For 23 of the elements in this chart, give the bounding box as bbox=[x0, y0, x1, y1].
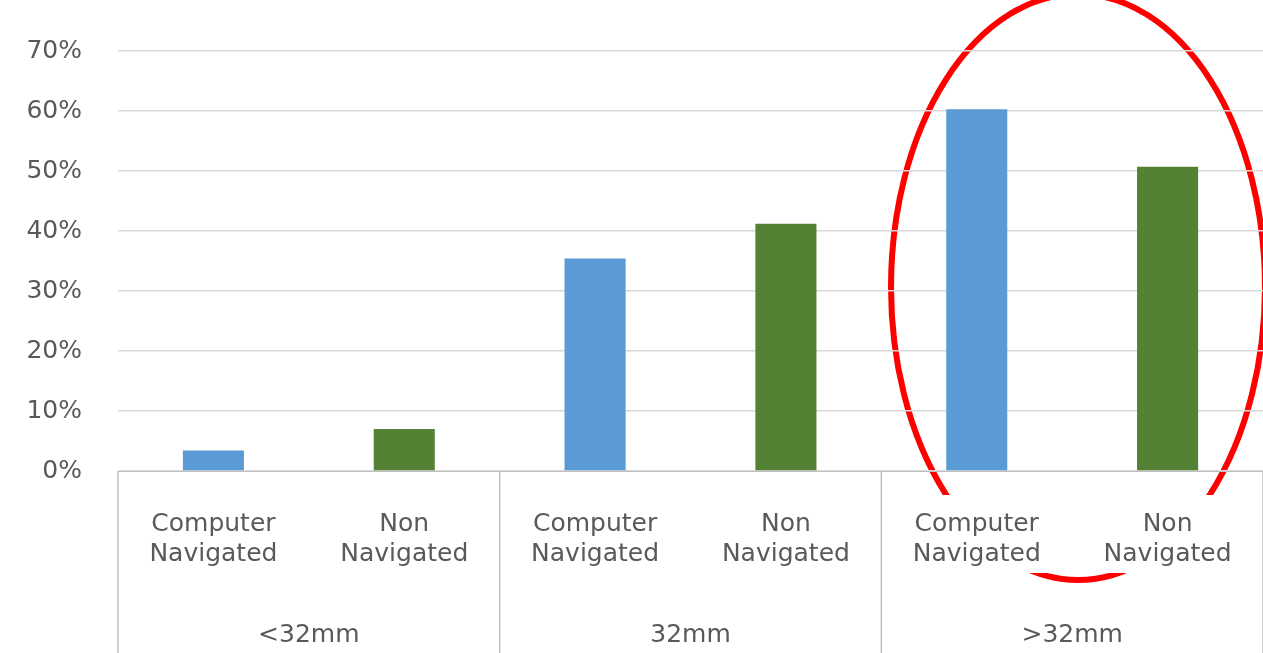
x-tick-label: Computer Navigated bbox=[149, 507, 278, 567]
bar bbox=[182, 450, 244, 471]
y-tick-label: 10% bbox=[26, 394, 82, 424]
y-tick-label: 30% bbox=[26, 274, 82, 304]
text: 32mm bbox=[650, 618, 731, 648]
y-tick-label: 70% bbox=[26, 34, 82, 64]
x-tick-label: Computer Navigated bbox=[912, 507, 1041, 567]
y-tick-label: 40% bbox=[26, 214, 82, 244]
x-tick-label: Non Navigated bbox=[340, 507, 469, 567]
bar bbox=[755, 223, 817, 471]
bar bbox=[1137, 166, 1199, 471]
x-tick-label: Non Navigated bbox=[1103, 507, 1232, 567]
bar bbox=[373, 429, 435, 471]
bar bbox=[564, 258, 626, 471]
text: <32mm bbox=[258, 618, 360, 648]
y-tick-label: 60% bbox=[26, 94, 82, 124]
text: >32mm bbox=[1021, 618, 1123, 648]
y-tick-label: 0% bbox=[42, 454, 82, 484]
x-tick-label: Computer Navigated bbox=[531, 507, 660, 567]
y-tick-label: 20% bbox=[26, 334, 82, 364]
x-tick-label: Non Navigated bbox=[721, 507, 850, 567]
bar bbox=[946, 109, 1008, 471]
y-tick-label: 50% bbox=[26, 154, 82, 184]
